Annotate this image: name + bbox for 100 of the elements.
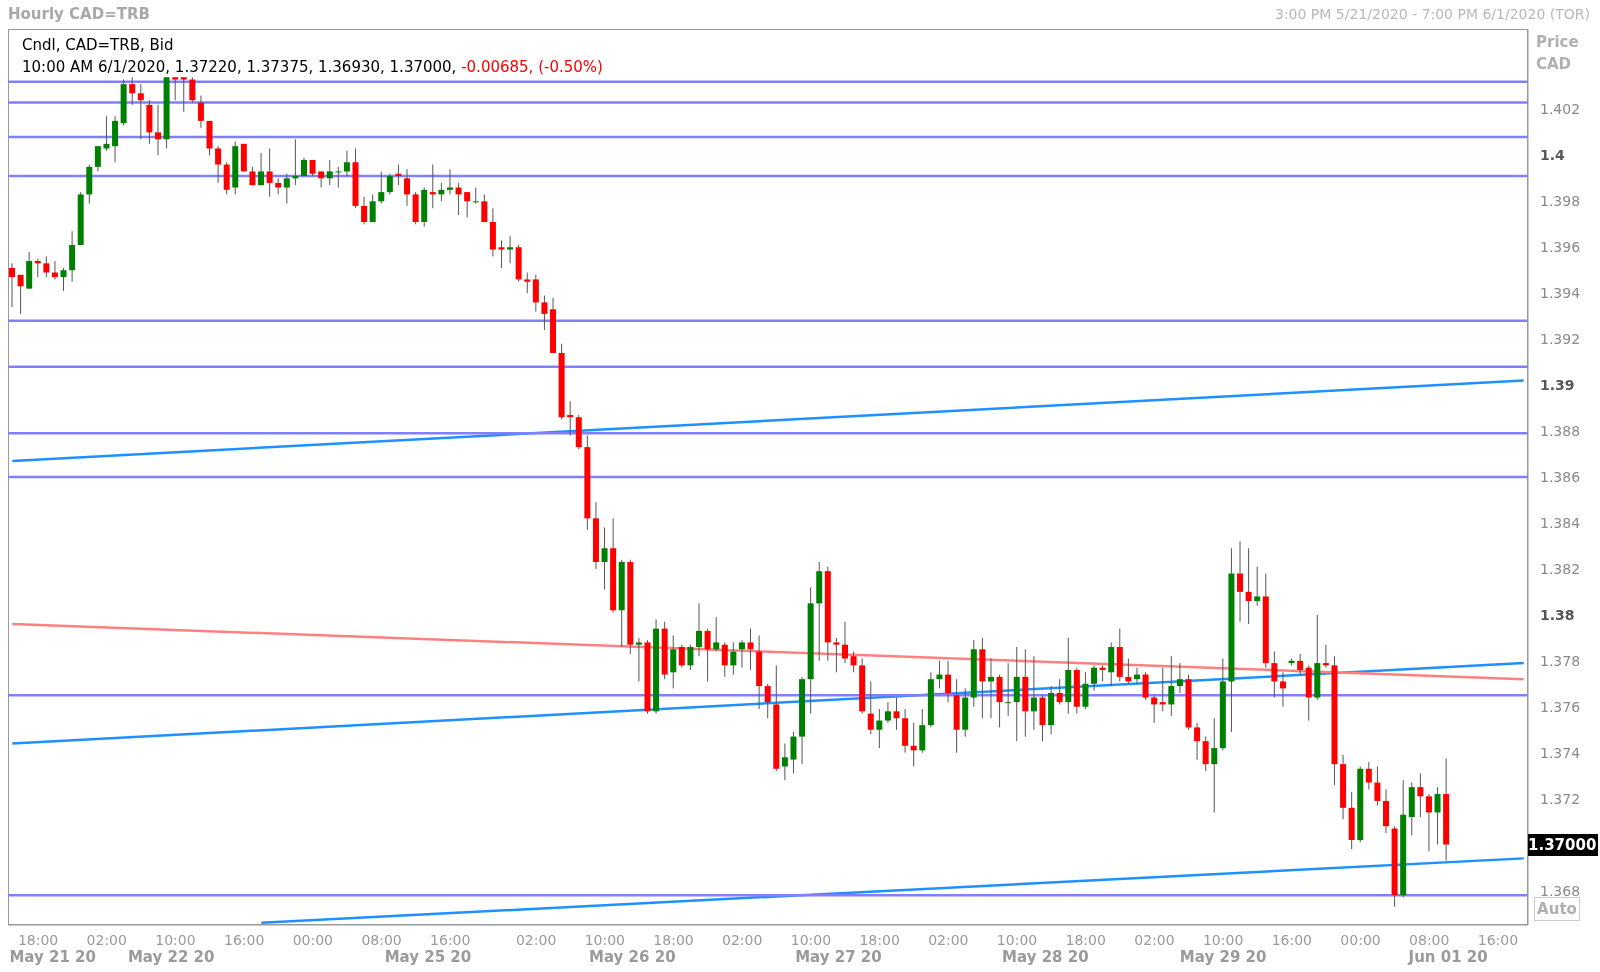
- candlestick: [833, 637, 840, 673]
- candlestick: [386, 173, 393, 195]
- candlestick: [17, 274, 24, 315]
- candlestick: [258, 152, 265, 186]
- candlestick: [43, 255, 50, 278]
- x-tick-label: 16:00: [1271, 932, 1313, 948]
- y-tick-label: 1.398: [1540, 193, 1581, 210]
- x-tick-label: 10:00: [155, 932, 196, 948]
- y-tick-label: 1.382: [1540, 560, 1581, 577]
- candlestick: [472, 187, 479, 205]
- chart-title: Hourly CAD=TRB: [8, 5, 150, 23]
- y-tick-label: 1.386: [1540, 469, 1581, 485]
- text: Jun 01 20: [1406, 948, 1489, 966]
- candlestick: [781, 743, 788, 781]
- candlestick: [378, 170, 385, 205]
- candlestick: [1417, 772, 1424, 818]
- candlestick: [1297, 653, 1304, 676]
- x-tick-label: 16:00: [430, 932, 471, 948]
- x-tick-label: 02:00: [515, 932, 557, 948]
- candlestick: [266, 147, 273, 198]
- candlestick: [137, 83, 144, 140]
- candlestick: [790, 731, 797, 774]
- candlestick: [1142, 671, 1149, 701]
- candlestick: [464, 191, 471, 218]
- candlestick: [678, 644, 685, 669]
- candlestick: [713, 616, 720, 653]
- x-tick-label: 00:00: [292, 932, 334, 948]
- candlestick: [1091, 664, 1098, 692]
- text: May 26 20: [588, 948, 677, 966]
- candlestick: [326, 159, 333, 186]
- candlestick: [738, 639, 745, 669]
- x-tick-label: 18:00: [859, 932, 900, 948]
- candlestick: [9, 262, 15, 308]
- x-tick-label: 16:00: [223, 932, 265, 948]
- chart-subtitle: 3:00 PM 5/21/2020 - 7:00 PM 6/1/2020 (TOR): [1274, 6, 1590, 22]
- candlestick: [404, 168, 411, 207]
- candlestick: [730, 641, 737, 676]
- candlestick: [369, 193, 376, 223]
- x-tick-label: 00:00: [1340, 932, 1381, 948]
- text: May 28 20: [1001, 948, 1090, 966]
- candlestick: [747, 628, 754, 671]
- y-tick-label: 1.378: [1540, 652, 1581, 669]
- y-tick-label: 1.372: [1540, 790, 1581, 807]
- x-tick-label: 10:00: [584, 932, 626, 948]
- text: Auto: [1534, 897, 1580, 921]
- candlestick: [94, 145, 101, 172]
- candlestick: [1030, 655, 1037, 731]
- candlestick: [696, 602, 703, 657]
- candlestick: [154, 104, 161, 156]
- candlestick: [172, 76, 179, 101]
- x-tick-label: 02:00: [928, 932, 969, 948]
- x-tick-label: 18:00: [1065, 932, 1106, 948]
- candlestick: [481, 193, 488, 223]
- candlestick: [335, 166, 342, 189]
- x-tick-label: 08:00: [1409, 932, 1450, 948]
- text: May 22 20: [126, 948, 216, 966]
- x-tick-label: 10:00: [1202, 932, 1244, 948]
- candlestick: [1254, 566, 1261, 607]
- candlestick: [524, 272, 531, 294]
- candlestick: [1374, 765, 1381, 807]
- y-tick-label: 1.392: [1540, 331, 1581, 348]
- candlestick: [1237, 540, 1244, 623]
- candlestick: [704, 628, 711, 682]
- candlestick: [1365, 761, 1372, 790]
- candlestick: [1211, 717, 1218, 813]
- candlestick: [867, 680, 874, 735]
- candlestick: [850, 651, 857, 673]
- y-tick-label: 1.396: [1540, 239, 1581, 256]
- candlestick: [1271, 651, 1278, 699]
- candlestick: [635, 637, 642, 682]
- candlestick: [498, 239, 505, 269]
- candlestick: [1434, 786, 1441, 846]
- y-tick-label: 1.376: [1540, 698, 1581, 715]
- x-tick-label: 02:00: [1134, 932, 1175, 948]
- candlestick: [876, 708, 883, 749]
- candlestick: [687, 644, 694, 671]
- candlestick: [893, 697, 900, 731]
- candlestick: [129, 76, 136, 106]
- x-tick-label: 10:00: [996, 932, 1038, 948]
- candlestick: [764, 683, 771, 719]
- candlestick: [1176, 662, 1183, 694]
- candlestick: [343, 150, 350, 177]
- candlestick: [180, 76, 187, 113]
- candlestick: [60, 267, 67, 292]
- candlestick: [1168, 655, 1175, 717]
- candlestick: [507, 235, 514, 264]
- x-tick-label: 18:00: [653, 932, 694, 948]
- y-tick-label: 1.388: [1540, 423, 1581, 440]
- candlestick: [361, 196, 368, 225]
- candlestick: [670, 635, 677, 689]
- text: May 27 20: [794, 948, 883, 966]
- annotation: 1.37000: [1528, 833, 1598, 856]
- annotation: 10:00 AM 6/1/2020, 1.37220, 1.37375, 1.36930, 1.37000,: [22, 58, 457, 76]
- candlestick: [1194, 722, 1201, 761]
- candlestick: [884, 701, 891, 724]
- candlestick: [945, 660, 952, 703]
- x-tick-label: 02:00: [86, 932, 127, 948]
- x-tick-label: 08:00: [361, 932, 402, 948]
- text: May 21 20: [8, 948, 97, 966]
- y-tick-label: 1.38: [1540, 606, 1575, 623]
